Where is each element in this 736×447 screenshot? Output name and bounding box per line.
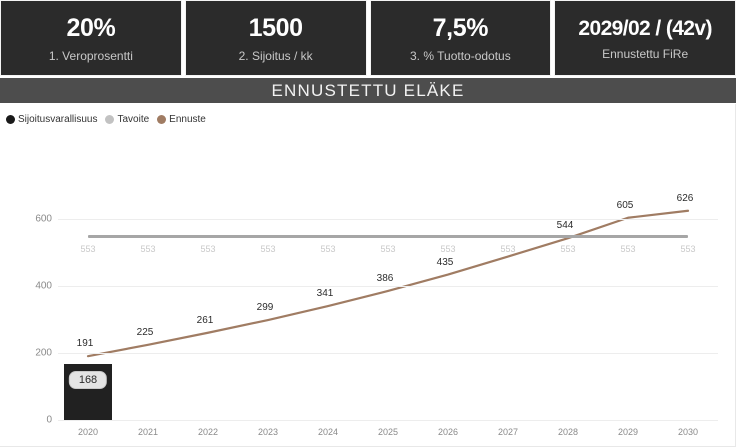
bar-value-label: 168 [68,370,108,390]
x-axis-tick-label: 2022 [197,427,219,437]
x-axis-tick-label: 2025 [377,427,399,437]
forecast-value-label: 341 [316,288,334,299]
forecast-value-label: 299 [256,302,274,314]
y-gridline [58,219,718,221]
target-value-label: 553 [680,244,696,255]
target-value-label: 553 [620,244,636,255]
chart-legend: Sijoitusvarallisuus Tavoite Ennuste [6,114,206,125]
legend-item-tavoite[interactable]: Tavoite [105,114,149,125]
kpi-value: 2029/02 / (42v) [578,16,712,40]
kpi-card-sijoitus-per-kk[interactable]: 1500 2. Sijoitus / kk [184,0,367,76]
kpi-value: 20% [66,14,116,43]
y-axis-tick-label: 200 [35,347,52,359]
target-value-label: 553 [140,244,156,255]
target-value-label: 553 [320,244,336,255]
legend-item-sijoitusvarallisuus[interactable]: Sijoitusvarallisuus [6,114,97,125]
y-gridline [58,420,718,421]
target-value-label: 553 [80,244,96,255]
kpi-label: 2. Sijoitus / kk [238,49,313,64]
x-axis-tick-label: 2023 [257,427,279,437]
forecast-value-label: 386 [376,272,394,284]
legend-swatch-icon [157,115,167,124]
kpi-label: 1. Veroprosentti [48,49,133,64]
target-value-label: 553 [500,244,516,255]
legend-swatch-icon [105,115,115,124]
x-axis-tick-label: 2021 [137,427,159,437]
x-axis-tick-label: 2027 [497,427,519,437]
legend-label: Sijoitusvarallisuus [18,114,98,125]
target-line-tavoite[interactable] [88,235,688,239]
kpi-card-veroprosentti[interactable]: 20% 1. Veroprosentti [0,0,182,76]
plot-area: 0 200 400 600 2020 2021 2022 2023 2024 2025 2026 20… [0,104,736,447]
legend-label: Tavoite [117,114,150,125]
forecast-value-label: 435 [436,256,454,268]
x-axis-tick-label: 2024 [317,427,339,437]
kpi-label: 3. % Tuotto-odotus [410,49,511,64]
y-axis-tick-label: 600 [35,213,52,225]
target-value-label: 553 [200,244,216,255]
y-axis-tick-label: 400 [35,280,52,292]
target-value-label: 553 [380,244,396,255]
target-value-label: 553 [260,244,276,255]
x-axis-tick-label: 2029 [617,427,639,437]
page-title: ENNUSTETTU ELÄKE [271,80,465,100]
y-axis-tick-label: 0 [46,414,52,426]
target-value-label: 553 [560,244,576,255]
x-axis-tick-label: 2020 [77,427,99,437]
kpi-card-row: 20% 1. Veroprosentti 1500 2. Sijoitus / … [0,0,736,76]
chart-panel: Sijoitusvarallisuus Tavoite Ennuste 0 200 40… [0,104,736,447]
x-axis-tick-label: 2030 [677,427,699,437]
legend-item-ennuste[interactable]: Ennuste [157,114,206,125]
legend-swatch-icon [6,115,15,124]
forecast-value-label: 544 [556,220,574,232]
kpi-card-tuotto-odotus[interactable]: 7,5% 3. % Tuotto-odotus [369,0,552,76]
y-gridline [58,286,718,288]
kpi-label: Ennustettu FiRe [602,47,689,62]
forecast-line-ennuste[interactable] [86,209,690,358]
kpi-card-ennustettu-fire[interactable]: 2029/02 / (42v) Ennustettu FiRe [554,0,736,76]
chart-title-bar: ENNUSTETTU ELÄKE [0,78,736,103]
kpi-value: 1500 [248,14,303,43]
forecast-value-label: 191 [76,338,94,350]
forecast-line-svg [86,209,690,358]
y-gridline [58,353,718,355]
forecast-value-label: 605 [616,199,634,211]
x-axis-tick-label: 2026 [437,427,459,437]
legend-label: Ennuste [169,114,206,125]
x-axis-tick-label: 2028 [557,427,579,437]
kpi-value: 7,5% [432,14,489,43]
forecast-value-label: 626 [676,192,694,204]
target-value-label: 553 [440,244,456,255]
forecast-value-label: 261 [196,314,214,326]
forecast-value-label: 225 [136,326,154,338]
